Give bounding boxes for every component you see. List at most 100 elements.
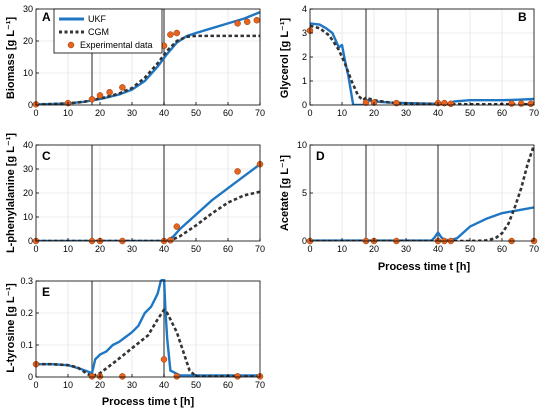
xtick-label-d: 10 — [337, 244, 347, 254]
exp-point-b — [517, 100, 525, 107]
ytick-label-c: 40 — [23, 140, 33, 150]
exp-point-e — [88, 373, 96, 380]
panel-letter-c: C — [42, 149, 51, 163]
ytick-label-a: 10 — [23, 68, 33, 78]
xtick-label-c: 40 — [159, 244, 169, 254]
xtick-label-c: 30 — [127, 244, 137, 254]
exp-point-b — [441, 99, 448, 107]
exp-point-a — [173, 29, 181, 37]
exp-point-c — [167, 237, 174, 244]
xtick-label-d: 40 — [433, 244, 443, 254]
panel-e: 0 10 20 30 40 50 60 70 0 0.1 0.2 0.3 L-tyrosine [g … — [5, 276, 265, 408]
exp-point-e — [173, 373, 181, 380]
xtick-label-b: 40 — [433, 108, 443, 118]
panel-a: 0 10 20 30 40 50 60 70 0 10 20 30 Biomass [g L⁻¹] A — [5, 4, 265, 118]
legend-ukf-label: UKF — [88, 14, 107, 24]
xtick-label-e: 0 — [33, 380, 38, 390]
ylabel-d: Acetate [g L⁻¹] — [279, 155, 291, 231]
xlabel-d: Process time t [h] — [378, 261, 471, 273]
exp-point-a — [243, 18, 251, 26]
exp-point-b — [527, 100, 535, 108]
xtick-label-a: 0 — [33, 108, 38, 118]
xtick-label-c: 10 — [63, 244, 73, 254]
ytick-label-d: 0 — [302, 236, 307, 246]
ytick-label-b: 4 — [302, 4, 307, 14]
xtick-label-e: 30 — [127, 380, 137, 390]
xtick-label-c: 20 — [95, 244, 105, 254]
ytick-label-e: 0 — [28, 372, 33, 382]
exp-point-a — [88, 95, 96, 103]
axes-frame-e — [35, 280, 261, 378]
xtick-label-b: 0 — [307, 108, 312, 118]
xtick-label-a: 30 — [127, 108, 137, 118]
ukf-line-b — [310, 22, 534, 105]
xtick-label-c: 70 — [255, 244, 265, 254]
ytick-label-e: 0.1 — [20, 340, 33, 350]
xtick-label-a: 20 — [95, 108, 105, 118]
exp-point-e — [234, 373, 241, 380]
ukf-line-c — [36, 163, 260, 241]
ylabel-e: L-tyrosine [g L⁻¹] — [5, 283, 17, 373]
panel-letter-d: D — [316, 149, 325, 163]
xtick-label-b: 10 — [337, 108, 347, 118]
xlabel-e: Process time t [h] — [102, 396, 195, 408]
xtick-label-d: 20 — [369, 244, 379, 254]
xtick-label-b: 20 — [369, 108, 379, 118]
ylabel-c: L-phenylalanine [g L⁻¹] — [5, 133, 17, 253]
panel-c: 0 10 20 30 40 50 60 70 0 10 20 30 40 L-phenylalanine… — [5, 133, 265, 254]
xtick-label-d: 70 — [529, 244, 539, 254]
exp-point-a — [119, 84, 126, 91]
cgm-line-d — [310, 144, 534, 241]
xtick-label-a: 70 — [255, 108, 265, 118]
xtick-label-e: 50 — [191, 380, 201, 390]
xtick-label-b: 60 — [497, 108, 507, 118]
ytick-label-b: 1 — [302, 76, 307, 86]
ylabel-a: Biomass [g L⁻¹] — [5, 17, 17, 100]
ytick-label-c: 30 — [23, 164, 33, 174]
cgm-line-e — [36, 308, 260, 377]
panel-d: 0 10 20 30 40 50 60 70 0 5 10 Acetate [g L⁻¹] Proc… — [279, 140, 539, 273]
ytick-label-e: 0.2 — [20, 308, 33, 318]
xtick-label-d: 30 — [401, 244, 411, 254]
xtick-label-a: 60 — [223, 108, 233, 118]
xtick-label-d: 50 — [465, 244, 475, 254]
legend-exp-label: Experimental data — [80, 40, 153, 50]
ytick-label-c: 10 — [23, 212, 33, 222]
xtick-label-a: 50 — [191, 108, 201, 118]
xtick-label-a: 10 — [63, 108, 73, 118]
xtick-label-e: 20 — [95, 380, 105, 390]
panel-letter-a: A — [42, 10, 51, 24]
ukf-line-d — [310, 206, 534, 241]
exp-point-b — [508, 100, 515, 107]
exp-point-a — [234, 20, 241, 27]
ytick-label-e: 0.3 — [20, 276, 33, 286]
exp-point-a — [96, 92, 104, 99]
exp-point-b — [362, 99, 370, 106]
panel-letter-e: E — [42, 285, 50, 299]
cgm-line-a — [36, 34, 260, 105]
xtick-label-c: 60 — [223, 244, 233, 254]
ytick-label-c: 0 — [28, 236, 33, 246]
ytick-label-a: 20 — [23, 36, 33, 46]
legend-exp-swatch — [67, 41, 75, 49]
xtick-label-c: 50 — [191, 244, 201, 254]
xtick-label-b: 70 — [529, 108, 539, 118]
exp-point-b — [447, 100, 455, 108]
xtick-label-d: 0 — [307, 244, 312, 254]
ylabel-b: Glycerol [g L⁻¹] — [279, 17, 291, 98]
exp-point-e — [119, 373, 126, 380]
ytick-label-a: 0 — [28, 100, 33, 110]
panel-letter-b: B — [518, 10, 527, 24]
legend: UKF CGM Experimental data — [53, 8, 163, 54]
xtick-label-e: 70 — [255, 380, 265, 390]
panel-b: 0 10 20 30 40 50 60 70 0 1 2 3 4 Glycerol [g L⁻¹] B — [279, 4, 539, 118]
cgm-line-c — [36, 190, 260, 241]
xtick-label-b: 50 — [465, 108, 475, 118]
ytick-label-d: 10 — [297, 140, 307, 150]
exp-point-c — [173, 223, 181, 230]
cgm-line-b — [310, 24, 534, 105]
exp-point-a — [106, 88, 113, 96]
ytick-label-b: 0 — [302, 100, 307, 110]
ytick-label-a: 30 — [23, 4, 33, 14]
